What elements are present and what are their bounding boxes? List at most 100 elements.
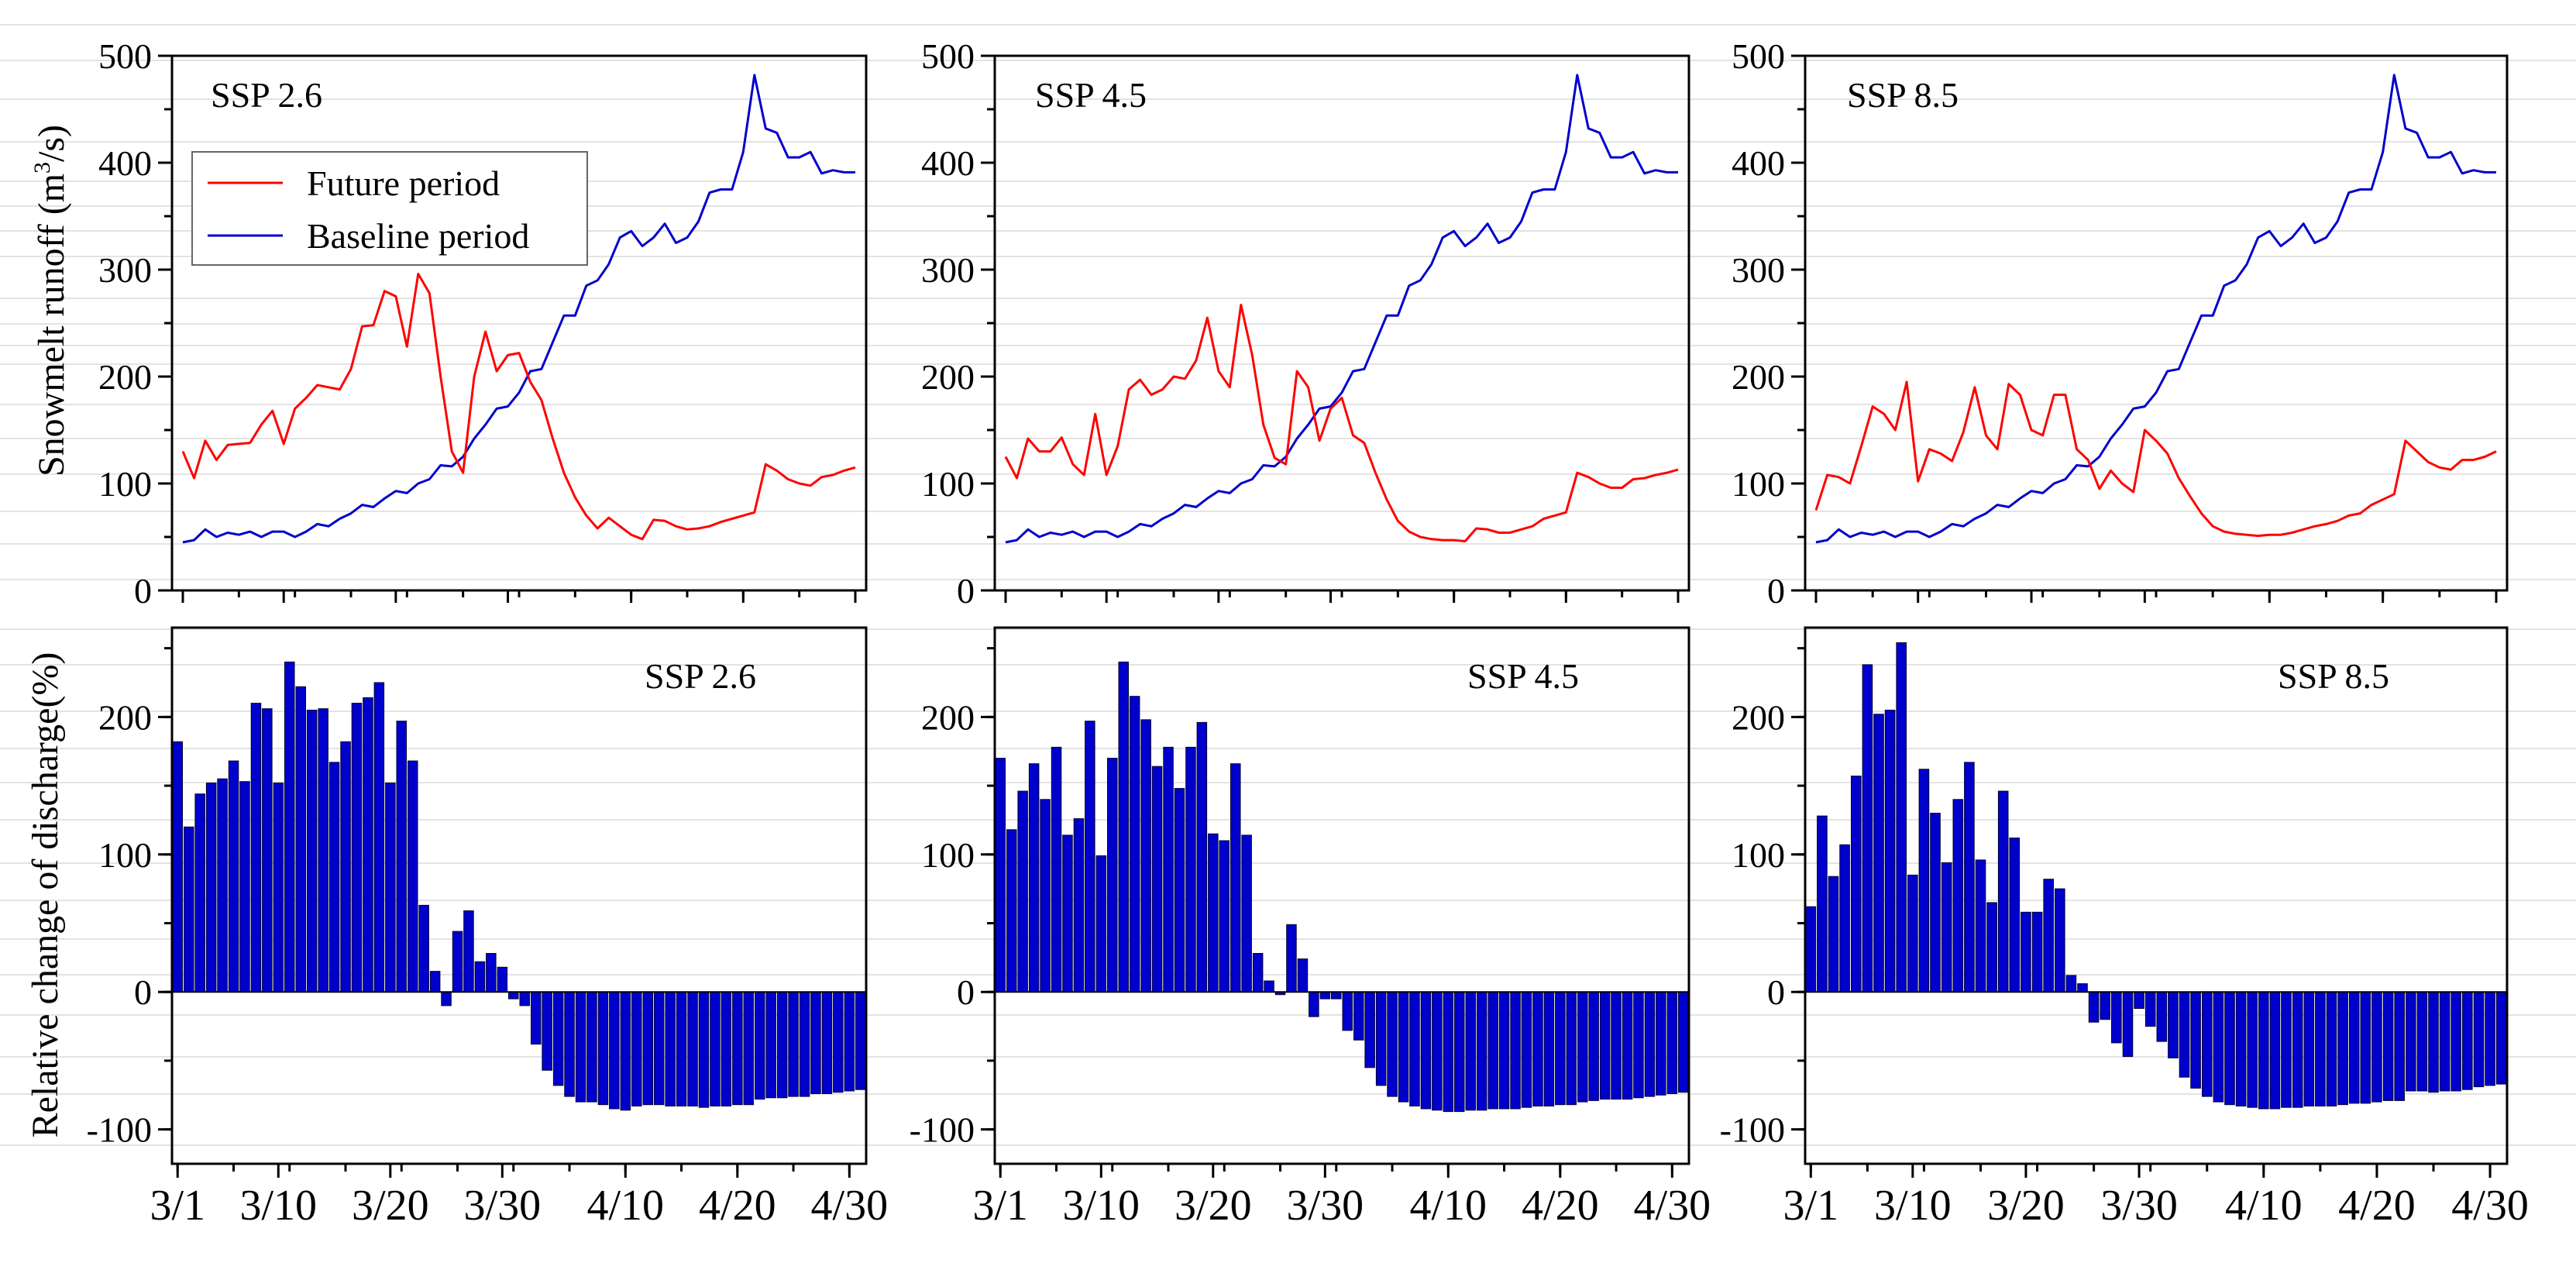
bar: [1644, 991, 1656, 1097]
bar: [1918, 769, 1930, 993]
bar: [1510, 991, 1521, 1110]
panel-label: SSP 4.5: [1467, 656, 1579, 696]
bar: [1656, 991, 1666, 1096]
bar: [2168, 991, 2179, 1058]
x-tick-label: 4/10: [2225, 1182, 2303, 1230]
baseline-period-line: [1005, 74, 1678, 544]
bar: [1095, 855, 1107, 993]
bar: [2190, 991, 2201, 1089]
x-tick-label: 3/30: [1287, 1182, 1364, 1230]
chart-marks: 0 100 200 300 400 500 0 100 200 300 400 500 0 100 200 3…: [87, 36, 2529, 1230]
legend-baseline-label: Baseline period: [307, 216, 529, 256]
bar: [2292, 991, 2303, 1108]
bar: [575, 991, 586, 1103]
bar: [184, 826, 194, 993]
x-tick-label: 3/20: [352, 1182, 429, 1230]
bar: [1633, 991, 1644, 1099]
bar: [776, 991, 788, 1099]
bar: [1862, 664, 1873, 993]
bar: [228, 760, 239, 993]
future-period-line: [1004, 304, 1679, 542]
bar: [1151, 766, 1163, 993]
y-tick-label: 400: [1732, 143, 1785, 183]
x-tick-label: 3/10: [240, 1182, 318, 1230]
bar: [1678, 991, 1689, 1093]
bar: [1398, 991, 1409, 1103]
y-tick-label: 200: [1732, 357, 1785, 397]
bar: [1409, 991, 1420, 1106]
bar: [597, 991, 609, 1106]
bar: [2485, 991, 2495, 1086]
bar: [2031, 911, 2043, 993]
panel-label: SSP 8.5: [1847, 75, 1959, 115]
bar: [1555, 991, 1566, 1106]
bar: [262, 708, 273, 993]
legend-future-label: Future period: [307, 163, 500, 203]
bar: [2043, 879, 2054, 993]
bar: [1420, 991, 1432, 1110]
plot-frame: [170, 54, 868, 592]
bar: [1884, 710, 1896, 993]
bar: [1309, 991, 1319, 1017]
bar: [474, 961, 486, 993]
bar: [1465, 991, 1476, 1111]
bar: [1219, 840, 1230, 993]
bar: [810, 991, 821, 1094]
bar: [552, 991, 564, 1086]
x-tick-label: 3/30: [2100, 1182, 2178, 1230]
bar: [2088, 991, 2100, 1023]
bar: [452, 931, 463, 993]
bar: [2269, 991, 2281, 1110]
bottom-y-axis-title: Relative change of discharge(%): [25, 652, 66, 1138]
bar: [1828, 876, 1839, 993]
bar: [1252, 953, 1264, 993]
y-tick-label: 200: [1732, 697, 1785, 737]
bar: [676, 991, 687, 1106]
bar: [497, 966, 508, 993]
bar-panel-ssp26: SSP 2.6: [645, 656, 756, 696]
bar: [2055, 888, 2065, 993]
x-tick-label: 4/20: [699, 1182, 776, 1230]
top-y-axis-title-main: Snowmelt runoff (m: [31, 174, 72, 477]
bar: [418, 904, 429, 993]
y-tick-label: 100: [1732, 464, 1785, 504]
bar: [2065, 975, 2077, 993]
bar: [609, 991, 620, 1110]
bar: [710, 991, 721, 1106]
line-panel-ssp45: SSP 4.5: [1035, 75, 1147, 115]
baseline-period-line: [1815, 74, 2496, 544]
x-tick-label: 4/20: [2338, 1182, 2416, 1230]
x-tick-label: 4/10: [587, 1182, 665, 1230]
bar: [1577, 991, 1588, 1103]
x-tick-label: 3/1: [972, 1182, 1028, 1230]
bar: [1666, 991, 1678, 1094]
bar: [1353, 991, 1364, 1041]
bar: [799, 991, 810, 1097]
bar: [2235, 991, 2247, 1106]
bar: [205, 783, 217, 993]
bar: [1454, 991, 1465, 1113]
bar: [1566, 991, 1577, 1106]
bar-chart-3: -100 0 100 200 3/1 3/10 3/20 3/30 4/10 4/20 4/30: [1720, 626, 2529, 1230]
bar: [2360, 991, 2371, 1104]
legend-box: [191, 151, 588, 266]
bar: [1432, 991, 1443, 1111]
y-tick-label: 100: [98, 464, 152, 504]
bar: [2281, 991, 2292, 1108]
bar: [1873, 714, 1884, 993]
bar: [1073, 818, 1085, 993]
panel-label: SSP 4.5: [1035, 75, 1147, 115]
bar: [665, 991, 676, 1106]
y-tick-label: 0: [1767, 571, 1785, 611]
bar: [1896, 642, 1907, 993]
bar: [531, 991, 542, 1045]
bar: [1196, 721, 1208, 993]
y-tick-label: 400: [921, 143, 975, 183]
y-tick-label: -100: [910, 1110, 975, 1150]
bar: [1476, 991, 1487, 1111]
bar: [2009, 838, 2021, 993]
bar-panel-ssp45: SSP 4.5: [1467, 656, 1579, 696]
plot-frame: [993, 626, 1690, 1165]
bar: [463, 910, 474, 993]
